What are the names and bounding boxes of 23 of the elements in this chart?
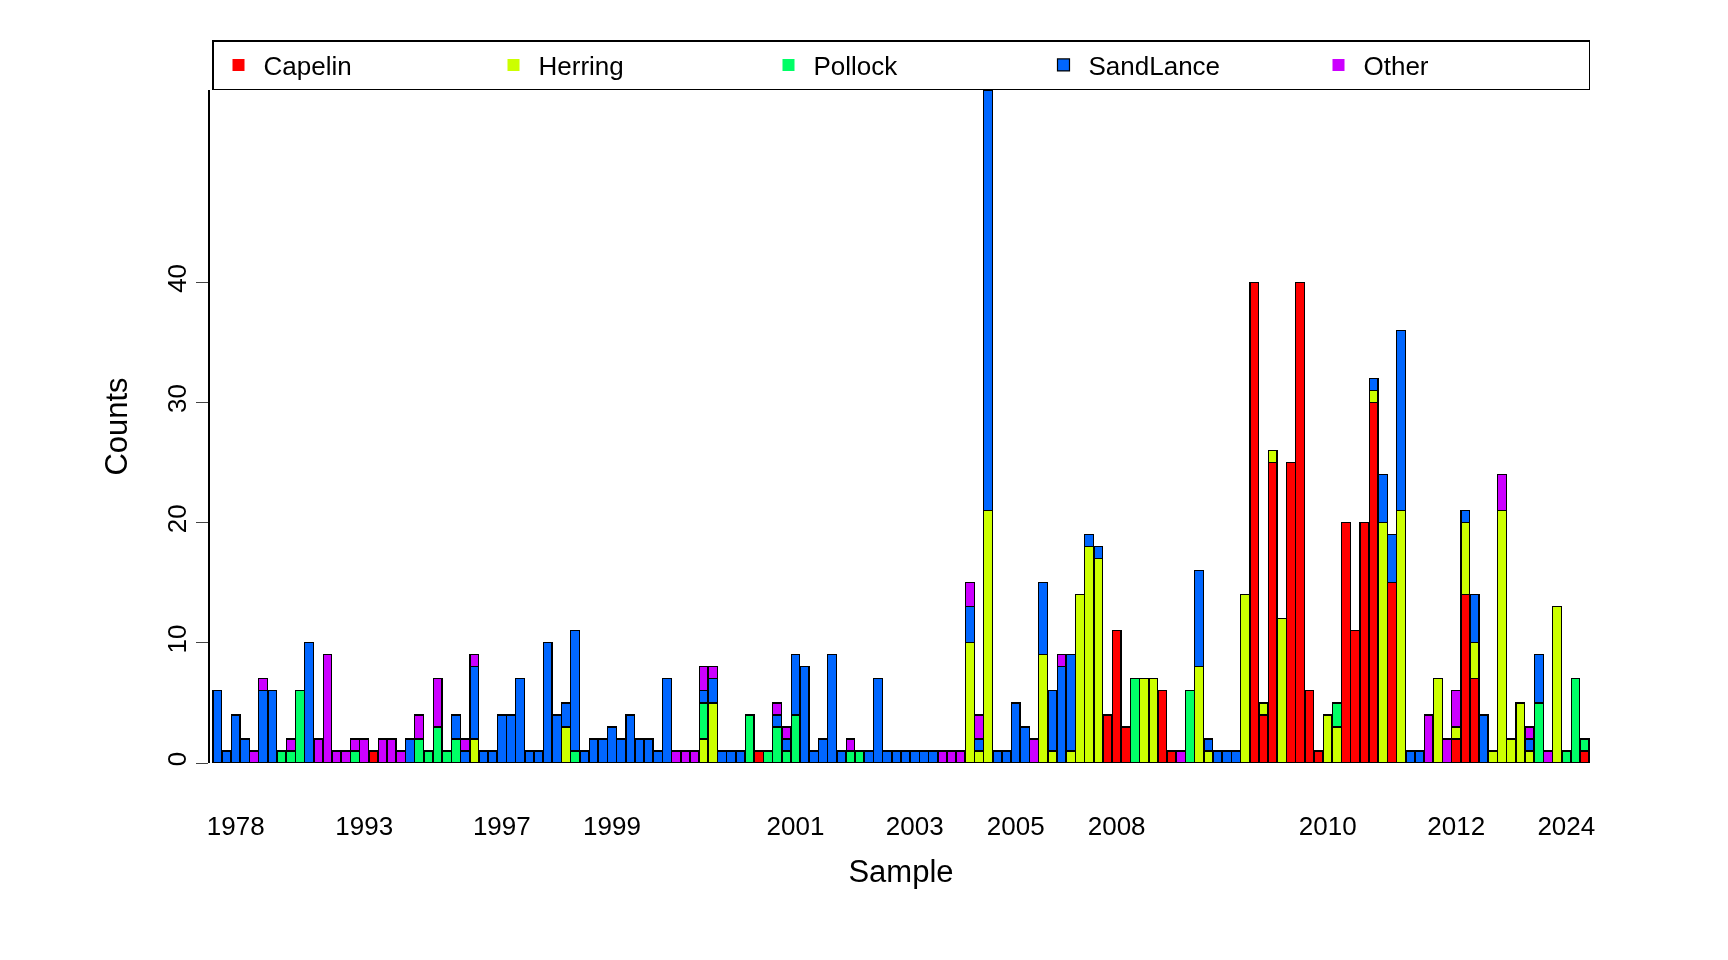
y-axis-title: Counts	[99, 377, 134, 476]
y-tick-label: 30	[161, 384, 192, 414]
x-tick-label: 2008	[1087, 811, 1146, 841]
x-tick-label: 2001	[766, 811, 825, 841]
legend-label: Capelin	[263, 51, 352, 82]
x-tick-label: 2010	[1298, 811, 1357, 841]
y-tick-label: 20	[161, 504, 192, 534]
legend-label: Pollock	[813, 51, 899, 82]
y-tick-label: 10	[161, 624, 192, 654]
legend-label: SandLance	[1088, 51, 1221, 82]
x-tick-label: 2012	[1427, 811, 1486, 841]
x-tick-label: 1993	[335, 811, 394, 841]
x-tick-label: 1978	[206, 811, 265, 841]
x-tick-label: 2003	[885, 811, 944, 841]
x-tick-label: 1997	[472, 811, 531, 841]
x-tick-label: 1999	[583, 811, 641, 841]
y-tick-label: 40	[161, 263, 192, 293]
legend-label: Other	[1363, 51, 1429, 82]
x-tick-label: 2005	[986, 811, 1045, 841]
legend-label: Herring	[538, 51, 624, 82]
y-tick-label: 0	[161, 751, 192, 767]
x-tick-label: 2024	[1537, 811, 1596, 841]
x-axis-title: Sample	[848, 854, 954, 890]
